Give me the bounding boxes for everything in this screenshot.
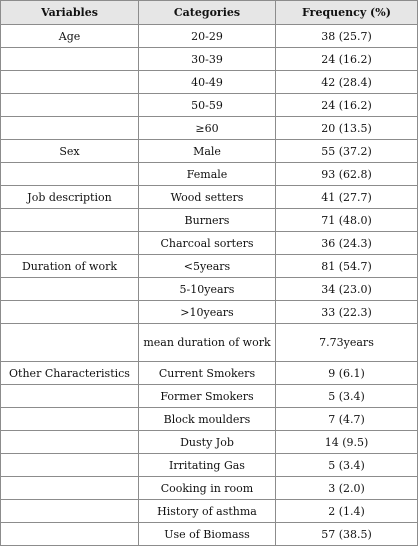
frequency-cell: 36 (24.3) xyxy=(275,231,418,255)
frequency-cell: 71 (48.0) xyxy=(275,208,418,232)
category-cell: Use of Biomass xyxy=(138,522,276,546)
category-cell: Burners xyxy=(138,208,276,232)
frequency-cell: 24 (16.2) xyxy=(275,93,418,117)
table-row: mean duration of work 7.73years xyxy=(0,323,418,362)
category-cell: Female xyxy=(138,162,276,186)
table-row: 40-49 42 (28.4) xyxy=(0,70,418,94)
table-row: Block moulders 7 (4.7) xyxy=(0,407,418,431)
frequency-cell: 14 (9.5) xyxy=(275,430,418,454)
frequency-cell: 20 (13.5) xyxy=(275,116,418,140)
category-cell: mean duration of work xyxy=(138,323,276,362)
variable-cell xyxy=(0,208,139,232)
variable-cell xyxy=(0,499,139,523)
variable-cell: Duration of work xyxy=(0,254,139,278)
category-cell: <5years xyxy=(138,254,276,278)
frequency-cell: 9 (6.1) xyxy=(275,361,418,385)
table-row: Use of Biomass 57 (38.5) xyxy=(0,522,418,546)
category-cell: Dusty Job xyxy=(138,430,276,454)
category-cell: Former Smokers xyxy=(138,384,276,408)
table-row: Job description Wood setters 41 (27.7) xyxy=(0,185,418,209)
variable-cell xyxy=(0,70,139,94)
frequency-cell: 42 (28.4) xyxy=(275,70,418,94)
category-cell: 50-59 xyxy=(138,93,276,117)
frequency-cell: 5 (3.4) xyxy=(275,453,418,477)
category-cell: Cooking in room xyxy=(138,476,276,500)
frequency-cell: 34 (23.0) xyxy=(275,277,418,301)
category-cell: Block moulders xyxy=(138,407,276,431)
variable-cell xyxy=(0,116,139,140)
category-cell: Charcoal sorters xyxy=(138,231,276,255)
frequency-cell: 3 (2.0) xyxy=(275,476,418,500)
variable-cell xyxy=(0,300,139,324)
category-cell: Irritating Gas xyxy=(138,453,276,477)
table-row: 50-59 24 (16.2) xyxy=(0,93,418,117)
frequency-cell: 81 (54.7) xyxy=(275,254,418,278)
category-cell: ≥60 xyxy=(138,116,276,140)
variable-cell xyxy=(0,430,139,454)
category-cell: Current Smokers xyxy=(138,361,276,385)
table-row: Age 20-29 38 (25.7) xyxy=(0,24,418,48)
variable-cell xyxy=(0,323,139,362)
header-variables: Variables xyxy=(0,0,139,25)
category-cell: 20-29 xyxy=(138,24,276,48)
table-row: History of asthma 2 (1.4) xyxy=(0,499,418,523)
frequency-cell: 2 (1.4) xyxy=(275,499,418,523)
table-row: Duration of work <5years 81 (54.7) xyxy=(0,254,418,278)
category-cell: >10years xyxy=(138,300,276,324)
table-header-row: Variables Categories Frequency (%) xyxy=(0,0,418,25)
frequency-cell: 93 (62.8) xyxy=(275,162,418,186)
frequency-cell: 33 (22.3) xyxy=(275,300,418,324)
table-row: Other Characteristics Current Smokers 9 (6… xyxy=(0,361,418,385)
category-cell: 40-49 xyxy=(138,70,276,94)
variable-cell: Age xyxy=(0,24,139,48)
frequency-cell: 41 (27.7) xyxy=(275,185,418,209)
table-row: Charcoal sorters 36 (24.3) xyxy=(0,231,418,255)
table-row: Female 93 (62.8) xyxy=(0,162,418,186)
category-cell: 5-10years xyxy=(138,277,276,301)
table-row: ≥60 20 (13.5) xyxy=(0,116,418,140)
variable-cell: Job description xyxy=(0,185,139,209)
frequency-cell: 57 (38.5) xyxy=(275,522,418,546)
table-row: Cooking in room 3 (2.0) xyxy=(0,476,418,500)
variable-cell xyxy=(0,453,139,477)
table-row: >10years 33 (22.3) xyxy=(0,300,418,324)
variable-cell: Sex xyxy=(0,139,139,163)
table-row: Irritating Gas 5 (3.4) xyxy=(0,453,418,477)
variable-cell xyxy=(0,231,139,255)
table-row: Burners 71 (48.0) xyxy=(0,208,418,232)
frequency-cell: 5 (3.4) xyxy=(275,384,418,408)
variable-cell xyxy=(0,522,139,546)
variable-cell xyxy=(0,47,139,71)
table-row: 30-39 24 (16.2) xyxy=(0,47,418,71)
category-cell: Wood setters xyxy=(138,185,276,209)
frequency-cell: 7 (4.7) xyxy=(275,407,418,431)
variable-cell xyxy=(0,476,139,500)
variable-cell xyxy=(0,384,139,408)
category-cell: Male xyxy=(138,139,276,163)
header-categories: Categories xyxy=(138,0,276,25)
frequency-cell: 24 (16.2) xyxy=(275,47,418,71)
variable-cell xyxy=(0,407,139,431)
variable-cell xyxy=(0,162,139,186)
table-row: Sex Male 55 (37.2) xyxy=(0,139,418,163)
table-body: Age 20-29 38 (25.7) 30-39 24 (16.2) 40-49 42 (… xyxy=(0,24,418,546)
variable-cell xyxy=(0,93,139,117)
variable-cell xyxy=(0,277,139,301)
variable-cell: Other Characteristics xyxy=(0,361,139,385)
table-row: Dusty Job 14 (9.5) xyxy=(0,430,418,454)
table-row: 5-10years 34 (23.0) xyxy=(0,277,418,301)
category-cell: History of asthma xyxy=(138,499,276,523)
frequency-cell: 55 (37.2) xyxy=(275,139,418,163)
table-row: Former Smokers 5 (3.4) xyxy=(0,384,418,408)
frequency-cell: 7.73years xyxy=(275,323,418,362)
frequency-cell: 38 (25.7) xyxy=(275,24,418,48)
header-frequency: Frequency (%) xyxy=(275,0,418,25)
category-cell: 30-39 xyxy=(138,47,276,71)
